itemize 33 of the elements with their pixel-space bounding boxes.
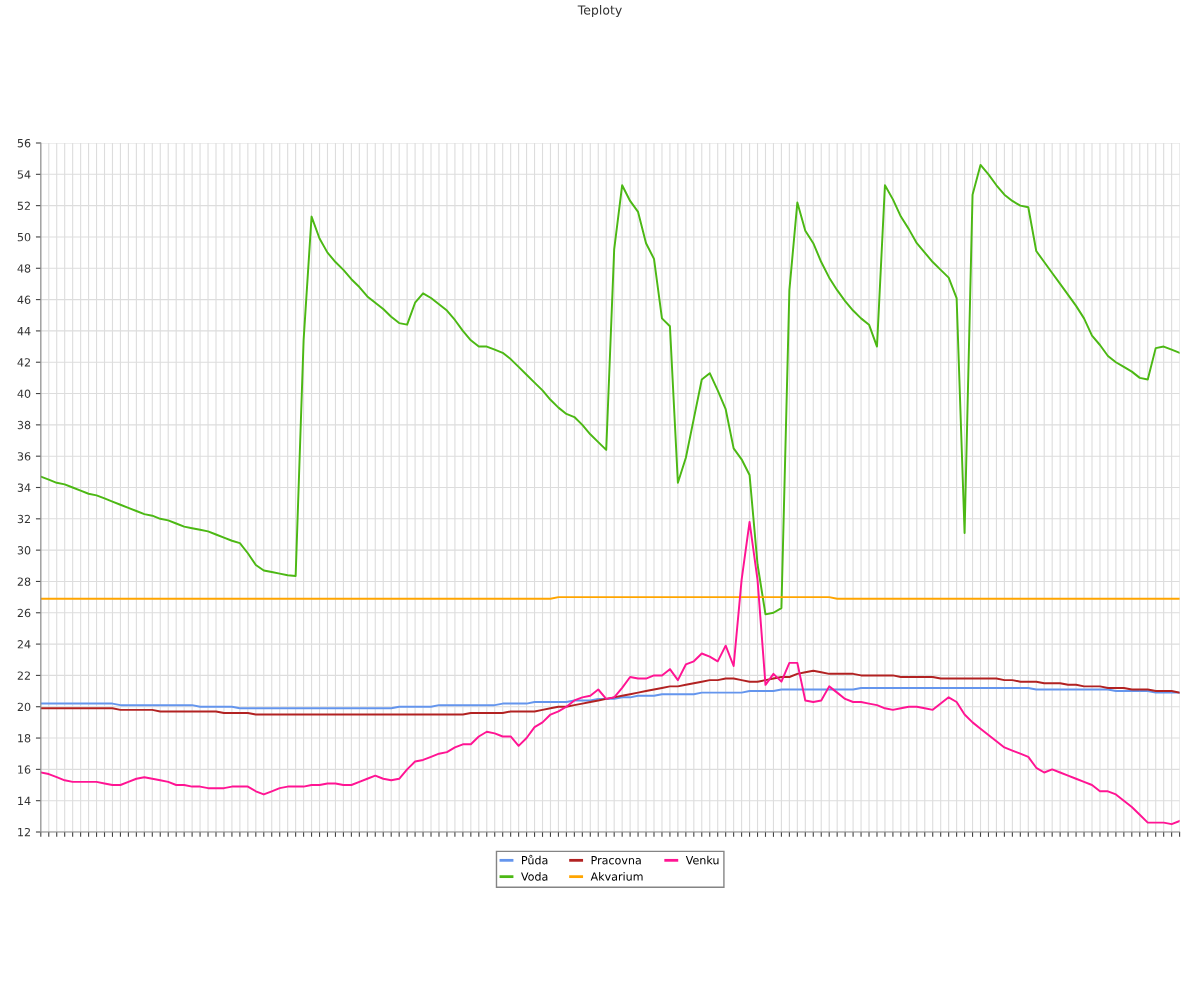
- y-tick-label: 46: [17, 295, 31, 304]
- y-tick-label: 14: [18, 796, 31, 805]
- y-tick-label: 44: [17, 327, 31, 336]
- y-tick-label: 26: [17, 608, 31, 618]
- y-tick-label: 32: [17, 514, 30, 524]
- y-tick-label: 12: [18, 827, 30, 837]
- legend-label: Venku: [685, 855, 719, 865]
- y-tick-label: 20: [17, 702, 31, 712]
- legend-label: Akvarium: [590, 872, 643, 881]
- y-tick-label: 34: [17, 483, 31, 492]
- y-tick-label: 52: [17, 201, 30, 211]
- legend-label: Voda: [521, 872, 548, 881]
- y-tick-label: 22: [17, 671, 30, 680]
- y-tick-label: 30: [17, 546, 31, 555]
- y-tick-label: 38: [17, 420, 31, 430]
- y-tick-label: 50: [17, 232, 31, 242]
- y-tick-label: 18: [18, 734, 31, 743]
- legend-label: Pracovna: [591, 856, 641, 865]
- y-tick-label: 42: [17, 358, 30, 367]
- y-tick-label: 24: [17, 640, 31, 649]
- y-tick-label: 48: [17, 264, 31, 273]
- y-tick-label: 16: [18, 765, 31, 774]
- y-tick-label: 36: [17, 452, 31, 461]
- line-series: [40, 686, 1180, 710]
- y-tick-label: 40: [17, 389, 31, 398]
- y-tick-label: 28: [17, 577, 31, 586]
- line-series: [40, 520, 1180, 826]
- y-tick-label: 56: [17, 138, 31, 148]
- y-tick-label: 54: [17, 170, 31, 179]
- legend-label: Půda: [522, 854, 548, 865]
- chart-title: Teploty: [577, 5, 622, 18]
- line-series: [40, 669, 1180, 716]
- line-series: [40, 163, 1180, 616]
